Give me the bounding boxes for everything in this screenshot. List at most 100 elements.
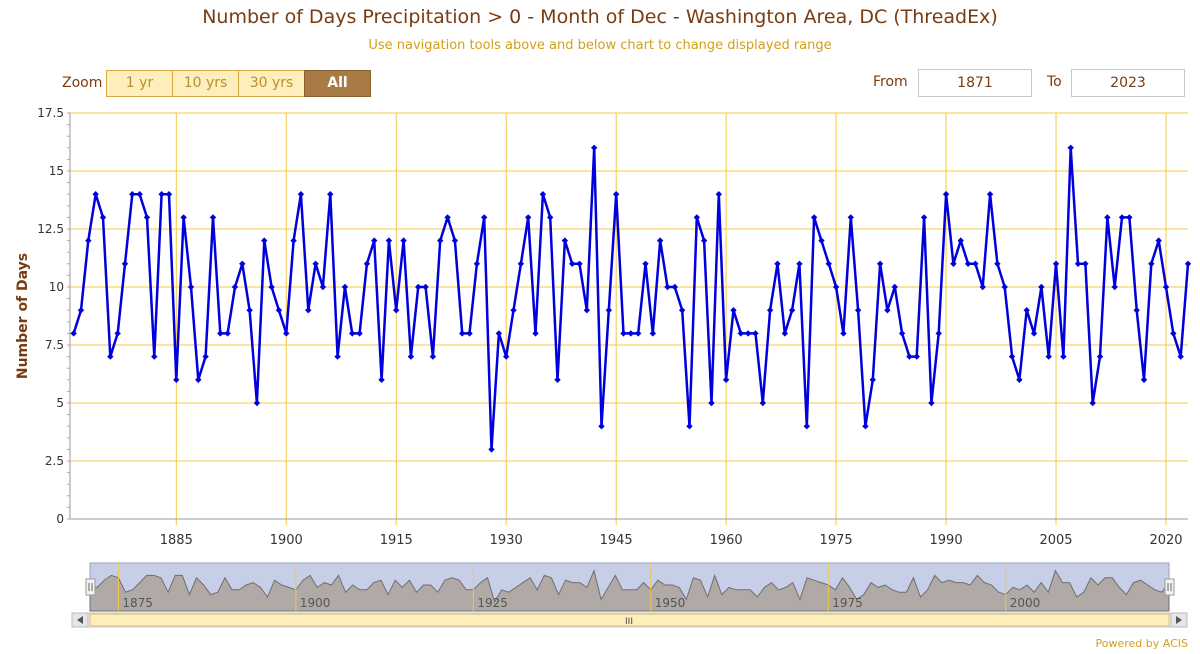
data-point bbox=[349, 330, 356, 337]
data-point bbox=[378, 376, 385, 383]
from-label: From bbox=[873, 74, 908, 90]
zoom-label: Zoom bbox=[62, 75, 103, 91]
zoom-10yrs-button[interactable]: 10 yrs bbox=[172, 70, 239, 97]
data-point bbox=[444, 214, 451, 221]
y-tick-label: 15 bbox=[49, 164, 64, 178]
data-point bbox=[620, 330, 627, 337]
y-tick-label: 0 bbox=[56, 512, 64, 526]
data-point bbox=[730, 307, 737, 314]
data-point bbox=[693, 214, 701, 221]
navigator-left-handle[interactable] bbox=[85, 578, 96, 596]
data-point bbox=[77, 307, 85, 314]
data-point bbox=[202, 353, 209, 360]
data-point bbox=[385, 237, 393, 244]
chart-subtitle: Use navigation tools above and below cha… bbox=[368, 38, 832, 53]
data-point bbox=[312, 260, 319, 267]
data-point bbox=[1001, 283, 1008, 291]
data-point bbox=[275, 307, 283, 314]
data-point bbox=[686, 423, 693, 430]
data-point bbox=[920, 214, 928, 221]
data-point bbox=[1126, 214, 1133, 221]
data-point bbox=[942, 191, 950, 198]
data-point bbox=[576, 260, 583, 267]
data-point bbox=[671, 283, 679, 291]
data-point bbox=[788, 307, 796, 314]
data-point bbox=[1089, 399, 1096, 407]
data-point bbox=[532, 330, 539, 337]
data-point bbox=[539, 191, 547, 198]
data-point bbox=[437, 237, 444, 244]
data-point bbox=[898, 330, 906, 337]
data-point bbox=[143, 214, 151, 221]
data-point bbox=[979, 283, 986, 291]
data-point bbox=[715, 191, 723, 198]
data-point bbox=[92, 191, 99, 198]
scrollbar-right-arrow-button[interactable] bbox=[1170, 612, 1188, 628]
data-point bbox=[656, 237, 664, 244]
data-point bbox=[590, 144, 598, 151]
data-point bbox=[209, 214, 217, 221]
to-year-input[interactable] bbox=[1071, 69, 1185, 97]
scrollbar-track bbox=[71, 612, 1188, 628]
data-point bbox=[451, 237, 459, 244]
data-point bbox=[70, 330, 77, 337]
data-point bbox=[488, 446, 495, 453]
data-point bbox=[473, 260, 481, 267]
data-point bbox=[957, 237, 964, 244]
data-point bbox=[319, 283, 327, 291]
scrollbar-left-arrow-button[interactable] bbox=[71, 612, 89, 628]
data-point bbox=[334, 353, 341, 360]
data-point bbox=[1104, 214, 1111, 221]
y-tick-label: 7.5 bbox=[45, 338, 64, 352]
navigator-right-handle[interactable] bbox=[1164, 578, 1175, 596]
scrollbar-thumb[interactable] bbox=[89, 613, 1170, 627]
y-tick-label: 10 bbox=[49, 280, 64, 294]
data-point bbox=[1074, 260, 1082, 267]
data-point bbox=[935, 330, 942, 337]
y-tick-label: 2.5 bbox=[45, 454, 64, 468]
data-point bbox=[781, 330, 788, 337]
data-point bbox=[832, 283, 840, 291]
zoom-all-button[interactable]: All bbox=[304, 70, 371, 97]
data-point bbox=[1177, 353, 1184, 360]
data-point bbox=[1052, 260, 1060, 267]
scrollbar-grip: III bbox=[625, 617, 633, 627]
data-point bbox=[400, 237, 407, 244]
data-point bbox=[759, 399, 766, 407]
data-point bbox=[825, 260, 832, 267]
chevron-right-icon bbox=[1176, 616, 1182, 624]
data-point bbox=[290, 237, 297, 244]
data-point bbox=[994, 260, 1001, 267]
data-point bbox=[495, 330, 503, 337]
navigator-tick-label: 1925 bbox=[477, 596, 508, 610]
data-point bbox=[1170, 330, 1177, 337]
data-point bbox=[224, 330, 231, 337]
data-point bbox=[327, 191, 334, 198]
data-point bbox=[341, 283, 349, 291]
data-point bbox=[239, 260, 246, 267]
y-tick-label: 12.5 bbox=[37, 222, 64, 236]
data-point bbox=[510, 307, 517, 314]
data-point bbox=[972, 260, 979, 267]
navigator-tick-label: 1975 bbox=[832, 596, 863, 610]
data-point bbox=[744, 330, 752, 337]
data-point bbox=[305, 307, 312, 314]
data-point bbox=[1008, 353, 1016, 360]
data-point bbox=[810, 214, 818, 221]
x-tick-label: 1915 bbox=[380, 533, 413, 548]
data-point bbox=[884, 307, 891, 314]
data-point bbox=[107, 353, 114, 360]
data-point bbox=[1140, 376, 1148, 383]
data-point bbox=[928, 399, 935, 407]
data-point bbox=[363, 260, 371, 267]
zoom-1yr-button[interactable]: 1 yr bbox=[106, 70, 173, 97]
x-tick-label: 1960 bbox=[710, 533, 743, 548]
data-point bbox=[114, 330, 121, 337]
data-point bbox=[1184, 260, 1192, 267]
data-point bbox=[583, 307, 591, 314]
zoom-30yrs-button[interactable]: 30 yrs bbox=[238, 70, 305, 97]
data-point bbox=[627, 330, 635, 337]
y-axis-title: Number of Days bbox=[15, 253, 31, 379]
from-year-input[interactable] bbox=[918, 69, 1032, 97]
